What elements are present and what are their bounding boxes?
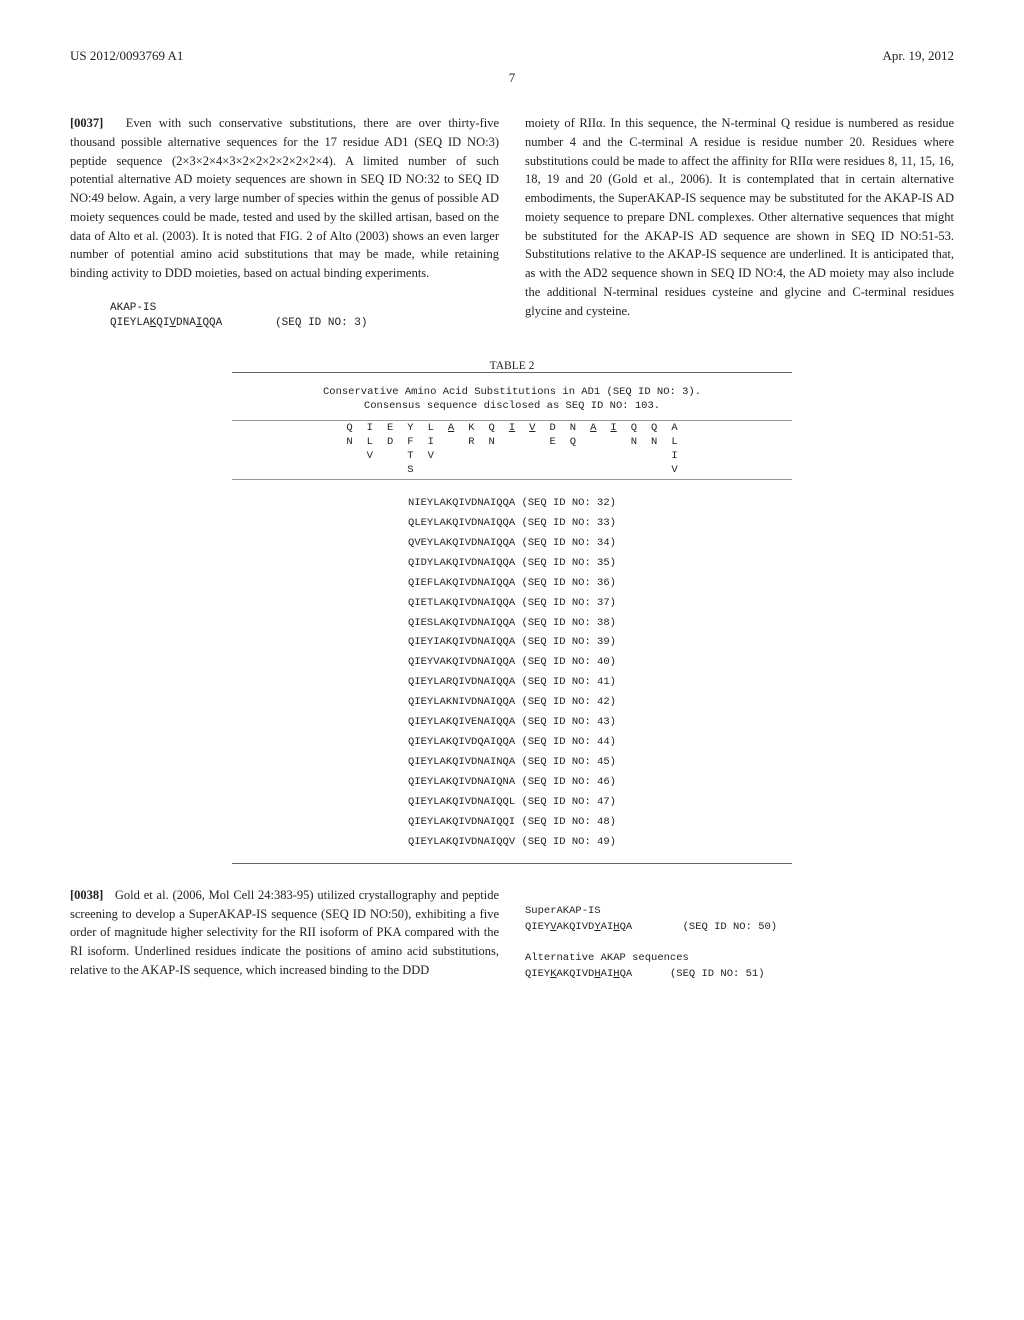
para-text: Gold et al. (2006, Mol Cell 24:383-95) u… bbox=[70, 888, 499, 977]
two-column-body: [0037] Even with such conservative subst… bbox=[70, 114, 954, 340]
table-row: QIEYLAKQIVDQAIQQA (SEQ ID NO: 44) bbox=[408, 733, 616, 753]
table2-top-rule bbox=[232, 372, 792, 373]
table-row: QIEYLAKQIVENAIQQA (SEQ ID NO: 43) bbox=[408, 713, 616, 733]
table-row: QIEYLAKQIVDNAINQA (SEQ ID NO: 45) bbox=[408, 753, 616, 773]
table2-caption: TABLE 2 bbox=[70, 360, 954, 372]
table-row: NIEYLAKQIVDNAIQQA (SEQ ID NO: 32) bbox=[408, 494, 616, 514]
table-row: QIESLAKQIVDNAIQQA (SEQ ID NO: 38) bbox=[408, 614, 616, 634]
table-row: QIEYIAKQIVDNAIQQA (SEQ ID NO: 39) bbox=[408, 633, 616, 653]
table-row: QVEYLAKQIVDNAIQQA (SEQ ID NO: 34) bbox=[408, 534, 616, 554]
page-number: 7 bbox=[70, 70, 954, 86]
table-row: QIEYLARQIVDNAIQQA (SEQ ID NO: 41) bbox=[408, 673, 616, 693]
publication-date: Apr. 19, 2012 bbox=[883, 48, 955, 64]
bottom-left-column: [0038] Gold et al. (2006, Mol Cell 24:38… bbox=[70, 886, 499, 983]
table2-titles: Conservative Amino Acid Substitutions in… bbox=[70, 383, 954, 420]
table-row: QIEFLAKQIVDNAIQQA (SEQ ID NO: 36) bbox=[408, 574, 616, 594]
table-row: QIDYLAKQIVDNAIQQA (SEQ ID NO: 35) bbox=[408, 554, 616, 574]
paragraph-0038: [0038] Gold et al. (2006, Mol Cell 24:38… bbox=[70, 886, 499, 980]
publication-number: US 2012/0093769 A1 bbox=[70, 48, 183, 64]
table2: Conservative Amino Acid Substitutions in… bbox=[70, 383, 954, 853]
para-number: [0038] bbox=[70, 888, 103, 902]
table-row: QIEYLAKQIVDNAIQQL (SEQ ID NO: 47) bbox=[408, 793, 616, 813]
table-row: QIEYLAKQIVDNAIQQV (SEQ ID NO: 49) bbox=[408, 833, 616, 853]
table2-bottom-rule bbox=[232, 863, 792, 864]
superakap-sequences: SuperAKAP-IS QIEYVAKQIVDYAIHQA (SEQ ID N… bbox=[525, 904, 954, 983]
table-row: QIEYLAKNIVDNAIQQA (SEQ ID NO: 42) bbox=[408, 693, 616, 713]
right-column: moiety of RIIα. In this sequence, the N-… bbox=[525, 114, 954, 340]
bottom-right-column: SuperAKAP-IS QIEYVAKQIVDYAIHQA (SEQ ID N… bbox=[525, 886, 954, 983]
bottom-two-column: [0038] Gold et al. (2006, Mol Cell 24:38… bbox=[70, 886, 954, 983]
table-row: QIEYLAKQIVDNAIQNA (SEQ ID NO: 46) bbox=[408, 773, 616, 793]
left-column: [0037] Even with such conservative subst… bbox=[70, 114, 499, 340]
paragraph-right: moiety of RIIα. In this sequence, the N-… bbox=[525, 114, 954, 320]
table-row: QIEYVAKQIVDNAIQQA (SEQ ID NO: 40) bbox=[408, 653, 616, 673]
table-row: QIETLAKQIVDNAIQQA (SEQ ID NO: 37) bbox=[408, 594, 616, 614]
table-row: QIEYLAKQIVDNAIQQI (SEQ ID NO: 48) bbox=[408, 813, 616, 833]
table-row: QLEYLAKQIVDNAIQQA (SEQ ID NO: 33) bbox=[408, 514, 616, 534]
table2-title-line1: Conservative Amino Acid Substitutions in… bbox=[70, 385, 954, 400]
para-text: Even with such conservative substitution… bbox=[70, 116, 499, 280]
para-number: [0037] bbox=[70, 116, 103, 130]
paragraph-0037: [0037] Even with such conservative subst… bbox=[70, 114, 499, 283]
page-header: US 2012/0093769 A1 Apr. 19, 2012 bbox=[70, 48, 954, 64]
table2-consensus-row: QIEYLAKQIVDNAIQQANLDFIRNEQNNLVTVISV bbox=[232, 420, 792, 480]
table2-title-line2: Consensus sequence disclosed as SEQ ID N… bbox=[70, 399, 954, 414]
akap-is-sequence-block: AKAP-IS QIEYLAKQIVDNAIQQA (SEQ ID NO: 3) bbox=[110, 301, 499, 332]
table2-sequence-list: NIEYLAKQIVDNAIQQA (SEQ ID NO: 32)QLEYLAK… bbox=[408, 494, 616, 853]
consensus-table: QIEYLAKQIVDNAIQQANLDFIRNEQNNLVTVISV bbox=[339, 421, 684, 479]
